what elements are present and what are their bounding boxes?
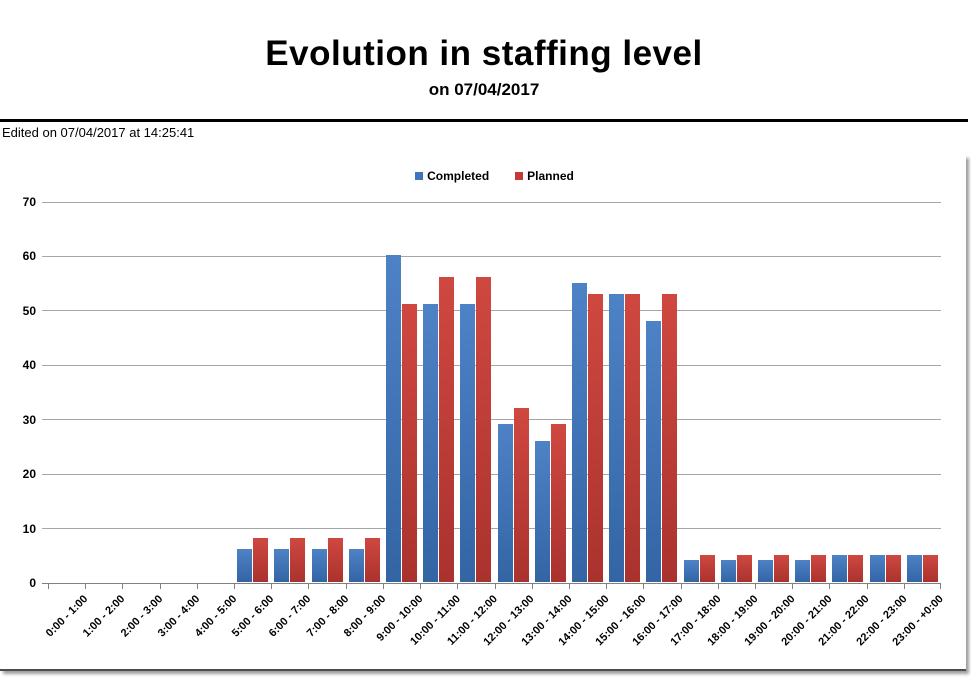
bar-planned <box>699 554 715 582</box>
x-axis-line <box>42 582 941 584</box>
bar-completed <box>683 560 699 582</box>
legend: Completed Planned <box>48 169 941 183</box>
gridline <box>42 255 941 257</box>
y-axis-label: 20 <box>22 467 36 482</box>
bar-planned <box>327 538 343 582</box>
y-axis-label: 70 <box>22 195 36 209</box>
y-axis-label: 10 <box>22 521 36 536</box>
bar-completed <box>758 560 774 582</box>
y-axis: 0 10 20 30 40 50 60 70 <box>0 155 36 669</box>
bar-planned <box>774 554 790 582</box>
x-axis-tick <box>159 584 161 589</box>
y-axis-label: 40 <box>22 358 36 373</box>
bar-completed <box>795 560 811 582</box>
x-axis-tick <box>940 584 941 589</box>
bar-completed <box>497 424 513 582</box>
bar-planned <box>736 554 752 582</box>
x-axis-tick <box>643 584 645 589</box>
bar-completed <box>385 255 401 582</box>
x-axis-labels: 0:00 - 1:00 1:00 - 2:00 2:00 - 3:00 3:00 - … <box>44 593 946 665</box>
bar-planned <box>439 277 455 582</box>
x-axis-tick <box>531 584 533 589</box>
x-axis-tick <box>606 584 608 589</box>
x-axis-tick <box>345 584 347 589</box>
bar-completed <box>906 554 922 582</box>
bar-completed <box>237 549 253 582</box>
y-axis-label: 30 <box>22 412 36 427</box>
legend-label-planned: Planned <box>527 169 574 183</box>
x-axis-tick <box>308 584 310 589</box>
x-axis-tick <box>85 584 87 589</box>
bar-completed <box>311 549 327 582</box>
bar-planned <box>550 424 566 582</box>
plot-area <box>42 201 941 584</box>
bar-completed <box>720 560 736 582</box>
gridline <box>42 419 941 421</box>
bar-planned <box>662 293 678 582</box>
bar-planned <box>401 304 417 582</box>
legend-swatch-completed-icon <box>415 172 424 180</box>
x-axis-tick <box>457 584 459 589</box>
x-axis-tick <box>754 584 756 589</box>
bar-planned <box>885 554 901 582</box>
x-axis-tick <box>717 584 719 589</box>
gridline <box>42 473 941 475</box>
legend-swatch-planned-icon <box>515 172 524 180</box>
bar-completed <box>609 293 625 582</box>
edited-note: Edited on 07/04/2017 at 14:25:41 <box>2 125 195 140</box>
bar-planned <box>290 538 306 582</box>
gridline <box>42 528 941 530</box>
x-axis-tick <box>680 584 682 589</box>
x-axis-tick <box>122 584 124 589</box>
bar-completed <box>572 282 588 582</box>
x-axis-tick <box>196 584 198 589</box>
bar-completed <box>832 554 848 582</box>
bar-planned <box>922 554 938 582</box>
x-axis-tick <box>494 584 496 589</box>
x-axis-tick <box>234 584 236 589</box>
x-axis-tick <box>420 584 422 589</box>
bar-completed <box>460 304 476 582</box>
x-axis-tick <box>903 584 905 589</box>
x-axis-tick <box>48 584 49 589</box>
gridline <box>42 310 941 312</box>
bar-planned <box>588 293 604 582</box>
bar-completed <box>534 440 550 582</box>
bar-planned <box>476 277 492 582</box>
gridline <box>42 364 941 366</box>
legend-label-completed: Completed <box>427 169 490 183</box>
bar-planned <box>253 538 269 582</box>
legend-item-completed: Completed <box>415 169 489 183</box>
x-axis-tick <box>866 584 868 589</box>
bar-completed <box>348 549 364 582</box>
bar-completed <box>274 549 290 582</box>
x-axis-tick <box>382 584 384 589</box>
bar-planned <box>513 407 529 582</box>
gridline <box>42 201 941 203</box>
y-axis-label: 50 <box>22 303 36 318</box>
x-axis-tick <box>271 584 273 589</box>
bar-completed <box>869 554 885 582</box>
legend-item-planned: Planned <box>515 169 574 183</box>
x-axis-tick <box>829 584 831 589</box>
x-axis-tick <box>792 584 794 589</box>
bar-planned <box>848 554 864 582</box>
y-axis-label: 0 <box>29 576 36 590</box>
bar-planned <box>625 293 641 582</box>
page-subtitle: on 07/04/2017 <box>428 80 540 99</box>
header-rule <box>0 119 968 122</box>
x-axis-tick <box>568 584 570 589</box>
bar-planned <box>364 538 380 582</box>
bar-completed <box>646 320 662 582</box>
y-axis-label: 60 <box>22 249 36 264</box>
page-title: Evolution in staffing level <box>265 34 703 73</box>
x-axis-ticks <box>48 583 941 589</box>
staffing-level-chart: Completed Planned 0 10 20 30 40 50 60 70 0:00 -… <box>0 155 966 671</box>
bar-planned <box>811 554 827 582</box>
bar-completed <box>423 304 439 582</box>
